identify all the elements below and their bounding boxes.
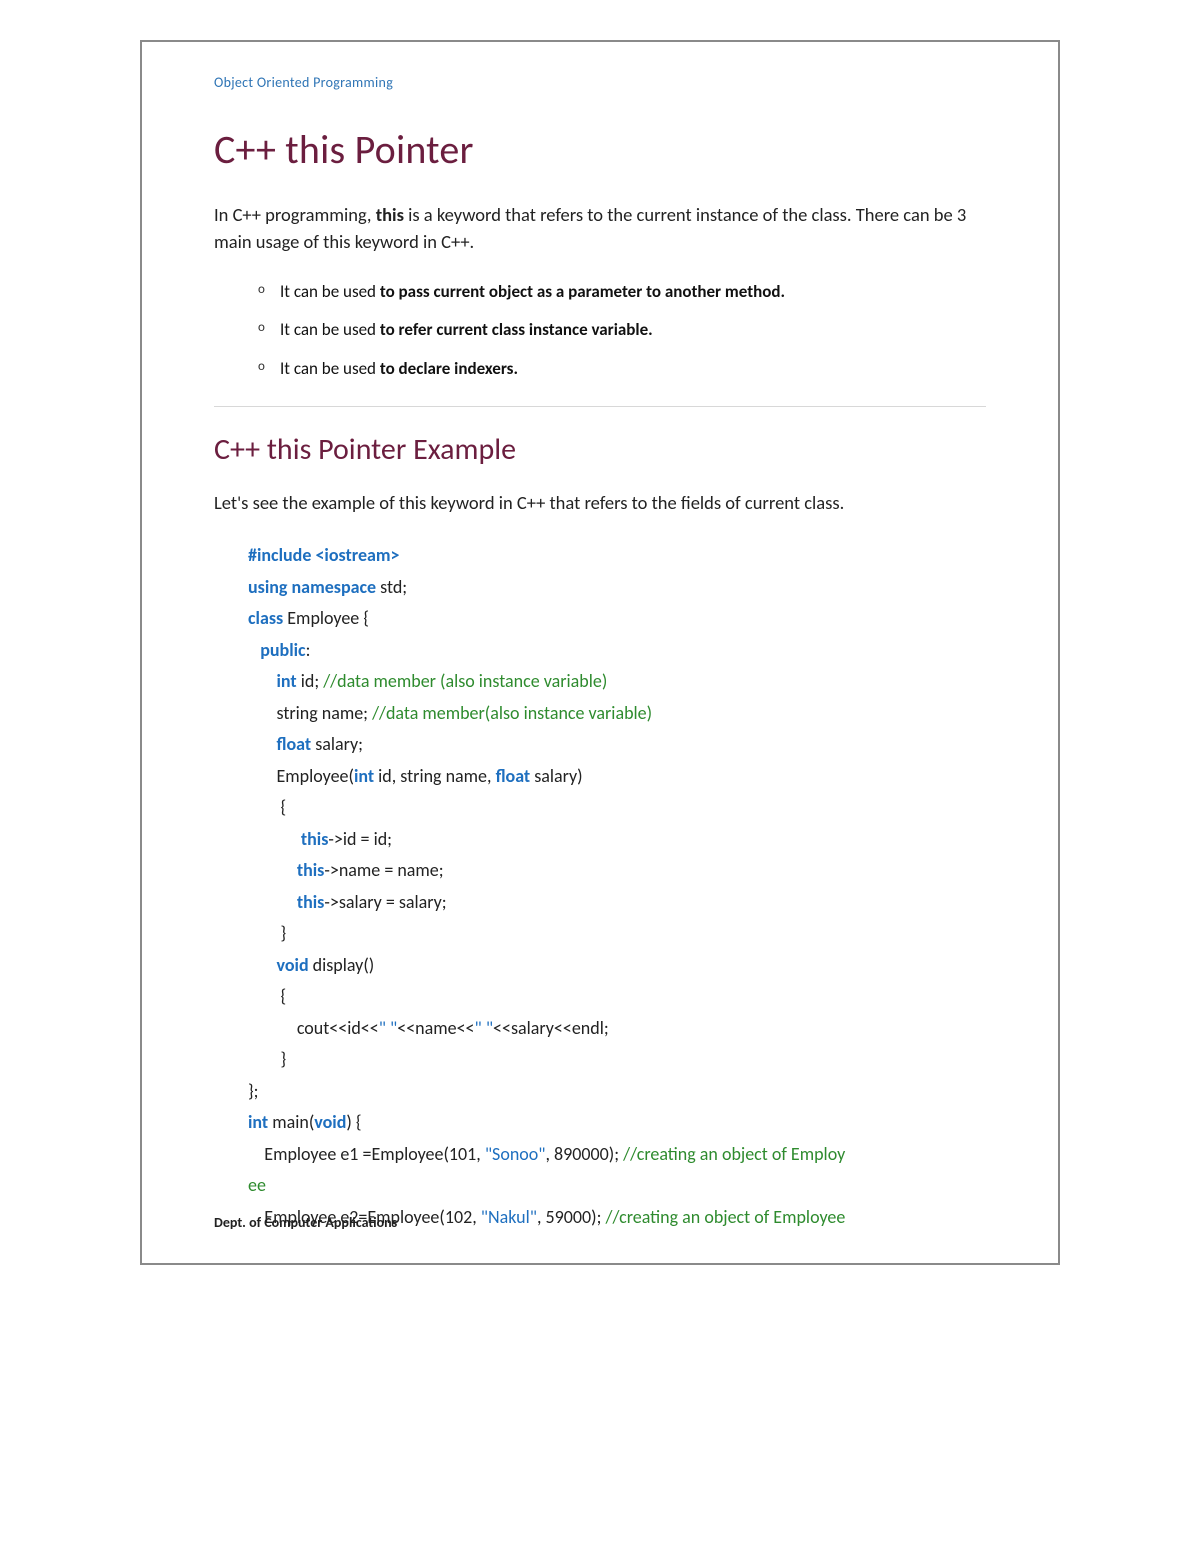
code-text: }; <box>248 1080 258 1102</box>
code-text: { <box>248 985 286 1007</box>
code-text: display() <box>309 954 375 976</box>
code-line: string name; //data member(also instance… <box>248 698 986 730</box>
code-line: this->id = id; <box>248 824 986 856</box>
code-cmt: //creating an object of Employ <box>623 1143 845 1165</box>
usages-list: It can be used to pass current object as… <box>214 280 986 382</box>
code-text: ) { <box>346 1111 361 1133</box>
usage-lead: It can be used <box>280 281 380 302</box>
section-divider <box>214 406 986 407</box>
code-line: } <box>248 1044 986 1076</box>
code-kw: float <box>277 733 312 755</box>
code-kw: class <box>248 607 283 629</box>
code-line: Employee e1 =Employee(101, "Sonoo", 8900… <box>248 1139 986 1171</box>
code-cmt: ee <box>248 1174 266 1196</box>
code-text <box>248 670 277 692</box>
code-text: std; <box>376 576 407 598</box>
code-line: void display() <box>248 950 986 982</box>
code-text: main( <box>268 1111 314 1133</box>
code-text: : <box>306 639 311 661</box>
code-text: , 59000); <box>537 1206 606 1228</box>
code-hdr: <iostream> <box>315 544 399 566</box>
code-text: { <box>248 796 286 818</box>
code-text <box>248 828 301 850</box>
code-line: this->salary = salary; <box>248 887 986 919</box>
code-kw: void <box>277 954 309 976</box>
code-kw: int <box>277 670 297 692</box>
code-text: id, string name, <box>374 765 495 787</box>
example-heading: C++ this Pointer Example <box>214 431 986 468</box>
code-text: id; <box>297 670 324 692</box>
code-text <box>248 891 297 913</box>
code-text: Employee { <box>283 607 369 629</box>
usage-bold: to refer current class instance variable… <box>380 319 653 340</box>
code-str: "Sonoo" <box>485 1143 546 1165</box>
code-text <box>248 859 297 881</box>
code-kw: this <box>301 828 329 850</box>
code-line: }; <box>248 1076 986 1108</box>
header-topic: Object Oriented Programming <box>214 74 986 91</box>
code-line: int main(void) { <box>248 1107 986 1139</box>
code-text: ->id = id; <box>328 828 392 850</box>
code-kw: float <box>496 765 531 787</box>
code-text: , 890000); <box>545 1143 623 1165</box>
code-line: { <box>248 981 986 1013</box>
code-line: float salary; <box>248 729 986 761</box>
example-lead: Let's see the example of this keyword in… <box>214 490 986 517</box>
code-kw: int <box>354 765 374 787</box>
code-text: salary; <box>311 733 363 755</box>
code-text: string name; <box>248 702 372 724</box>
usage-item: It can be used to pass current object as… <box>258 280 986 305</box>
usage-bold: to pass current object as a parameter to… <box>380 281 785 302</box>
page-title: C++ this Pointer <box>214 125 986 174</box>
code-line: public: <box>248 635 986 667</box>
code-text: ->name = name; <box>324 859 443 881</box>
intro-prefix: In C++ programming, <box>214 203 376 226</box>
code-kw: int <box>248 1111 268 1133</box>
code-text: <<name<< <box>397 1017 474 1039</box>
code-line: ee <box>248 1170 986 1202</box>
code-cmt: //data member (also instance variable) <box>323 670 607 692</box>
code-line: #include <iostream> <box>248 540 986 572</box>
code-cmt: //data member(also instance variable) <box>372 702 652 724</box>
code-str: "Nakul" <box>481 1206 537 1228</box>
code-kw: public <box>260 639 305 661</box>
code-cmt: //creating an object of Employee <box>606 1206 846 1228</box>
code-text <box>248 733 277 755</box>
code-text: salary) <box>530 765 582 787</box>
usage-item: It can be used to refer current class in… <box>258 318 986 343</box>
intro-keyword: this <box>376 203 404 226</box>
code-text: Employee e1 =Employee(101, <box>248 1143 485 1165</box>
code-text: } <box>248 922 286 944</box>
usage-bold: to declare indexers. <box>380 358 518 379</box>
code-kw: using namespace <box>248 576 376 598</box>
code-line: cout<<id<<" "<<name<<" "<<salary<<endl; <box>248 1013 986 1045</box>
code-text: cout<<id<< <box>248 1017 379 1039</box>
code-text <box>248 954 277 976</box>
code-text: Employee( <box>248 765 354 787</box>
code-str: " " <box>379 1017 398 1039</box>
footer-text: Dept. of Computer Applications <box>214 1214 397 1231</box>
intro-paragraph: In C++ programming, this is a keyword th… <box>214 202 986 256</box>
code-line: using namespace std; <box>248 572 986 604</box>
code-text <box>248 639 260 661</box>
usage-lead: It can be used <box>280 319 380 340</box>
code-line: this->name = name; <box>248 855 986 887</box>
code-text: } <box>248 1048 286 1070</box>
code-line: { <box>248 792 986 824</box>
code-line: int id; //data member (also instance var… <box>248 666 986 698</box>
code-text: <<salary<<endl; <box>493 1017 609 1039</box>
code-line: } <box>248 918 986 950</box>
code-kw: this <box>297 859 325 881</box>
code-line: Employee(int id, string name, float sala… <box>248 761 986 793</box>
code-hdr: #include <box>248 544 311 566</box>
code-kw: void <box>314 1111 346 1133</box>
usage-item: It can be used to declare indexers. <box>258 357 986 382</box>
code-str: " " <box>475 1017 494 1039</box>
code-line: class Employee { <box>248 603 986 635</box>
code-kw: this <box>297 891 325 913</box>
document-page: Object Oriented Programming C++ this Poi… <box>140 40 1060 1265</box>
code-block: #include <iostream>using namespace std;c… <box>214 540 986 1233</box>
usage-lead: It can be used <box>280 358 380 379</box>
code-text: ->salary = salary; <box>324 891 446 913</box>
